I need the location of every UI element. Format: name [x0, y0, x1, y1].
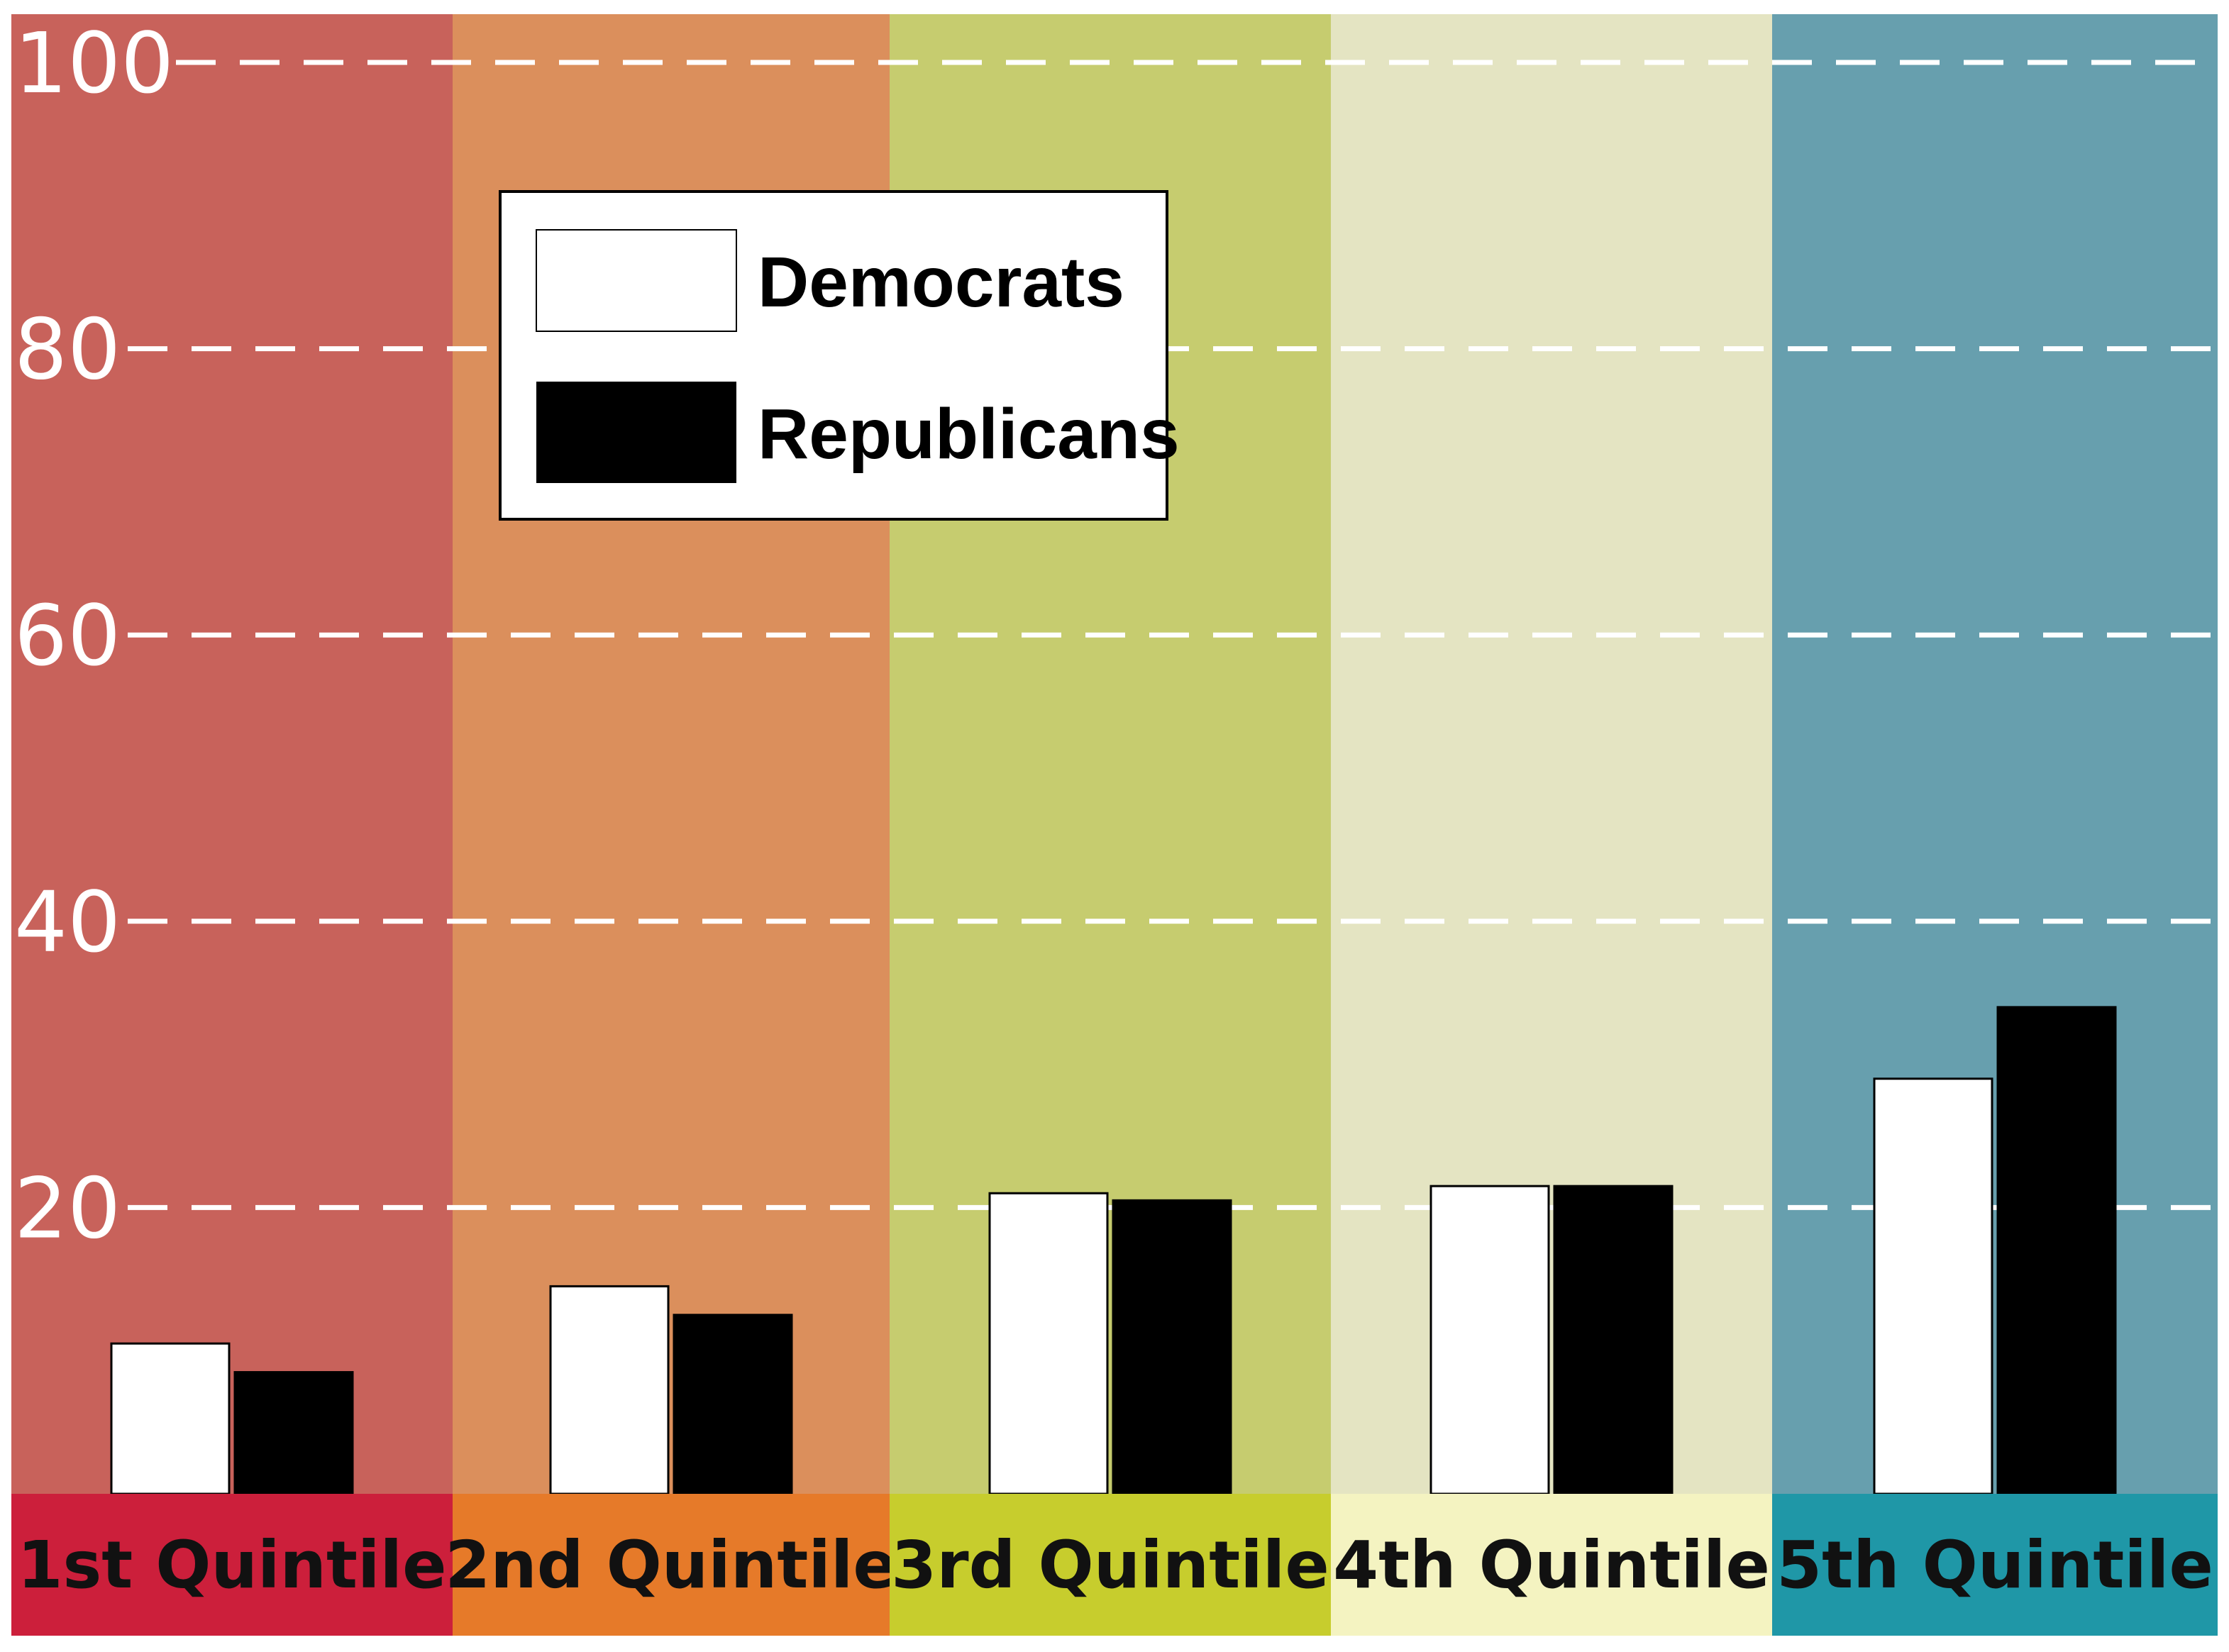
- bottom-margin: [0, 1636, 2229, 1652]
- category-label: 2nd Quintile: [445, 1527, 897, 1603]
- category-label: 4th Quintile: [1333, 1527, 1770, 1603]
- y-tick-label: 60: [14, 587, 121, 684]
- bar-republicans-q3: [1112, 1199, 1232, 1495]
- bar-republicans-q5: [1996, 1006, 2117, 1495]
- bar-republicans-q1: [233, 1370, 354, 1495]
- bar-democrats-q2: [549, 1285, 670, 1495]
- legend-label-republicans: Republicans: [758, 394, 1180, 474]
- category-bar-4: [1331, 1494, 1772, 1636]
- y-tick-label: 100: [14, 14, 174, 112]
- band-1: [11, 14, 453, 1494]
- legend-label-democrats: Democrats: [758, 243, 1124, 322]
- category-bar-2: [453, 1494, 890, 1636]
- band-4: [1331, 14, 1772, 1494]
- bar-republicans-q4: [1553, 1185, 1674, 1495]
- category-bar-5: [1772, 1494, 2218, 1636]
- y-tick-label: 80: [14, 301, 121, 399]
- bar-democrats-q5: [1873, 1077, 1993, 1495]
- bars: [110, 1006, 2117, 1495]
- legend-swatch-republicans: [536, 382, 736, 483]
- bar-democrats-q4: [1429, 1185, 1550, 1495]
- band-5: [1772, 14, 2218, 1494]
- category-bar-1: [11, 1494, 453, 1636]
- y-axis-ticks: 20 40 60 80 100: [14, 14, 174, 1257]
- category-label: 1st Quintile: [18, 1527, 447, 1603]
- legend-swatch-democrats: [536, 229, 737, 332]
- bar-republicans-q2: [673, 1314, 793, 1495]
- legend: Democrats Republicans: [499, 190, 1180, 521]
- category-label: 3rd Quintile: [891, 1527, 1329, 1603]
- bar-democrats-q1: [110, 1342, 231, 1495]
- category-bar-3: [890, 1494, 1331, 1636]
- category-label: 5th Quintile: [1776, 1527, 2213, 1603]
- y-tick-label: 20: [14, 1159, 121, 1257]
- bar-democrats-q3: [988, 1192, 1109, 1495]
- y-tick-label: 40: [14, 873, 121, 971]
